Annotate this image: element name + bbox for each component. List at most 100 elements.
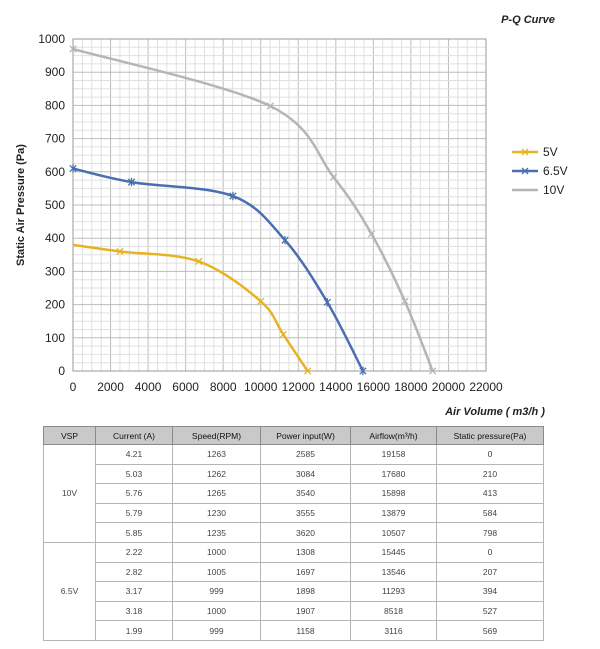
x-tick-label: 2000 [97,380,124,394]
table-row: 6.5V 2.22 1000 1308 15445 0 [43,541,544,641]
vsp-cell: 6.5V [43,541,96,641]
data-point [428,367,437,375]
table-cell: 1263 [172,444,261,465]
table-cell: 584 [436,502,544,524]
y-tick-label: 700 [45,132,65,146]
table-cell: 11293 [350,581,437,602]
table-cell: 3540 [260,483,351,504]
table-cell: 19158 [350,444,437,465]
table-cell: 3620 [260,522,351,543]
y-tick-label: 500 [45,198,65,212]
table-row: 2.82 1005 1697 13546 207 [44,561,544,583]
table-cell: 5.03 [95,463,173,485]
x-tick-label: 16000 [357,380,391,394]
table-row: 5.03 1262 3084 17680 210 [44,463,544,485]
x-tick-label: 20000 [432,380,466,394]
table-cell: 1230 [172,502,261,524]
data-point [367,230,376,238]
table-row: 1.99 999 1158 3116 569 [44,620,544,641]
table-cell: 1697 [260,561,351,583]
data-point [329,173,338,181]
x-tick-label: 14000 [319,380,353,394]
table-cell: 3555 [260,502,351,524]
vsp-cell: 10V [43,444,96,543]
x-tick-label: 12000 [282,380,316,394]
table-cell: 999 [172,581,261,602]
plot-frame [72,38,487,372]
table-cell: 999 [172,620,261,641]
x-tick-label: 0 [70,380,77,394]
table-cell: 569 [436,620,544,641]
y-tick-label: 900 [45,65,65,79]
table-row: 10V 4.21 1263 2585 19158 0 [43,444,544,543]
table-cell: 1308 [260,541,351,563]
y-tick-label: 800 [45,98,65,112]
table-cell: 15898 [350,483,437,504]
series-layer [69,45,437,376]
data-point [401,297,409,305]
table-cell: 13879 [350,502,437,524]
pq-chart: 0 100 200 300 400 500 600 700 800 900 1000 0 2000 40… [15,14,568,418]
x-tick-label: 4000 [135,380,162,394]
table-cell: 798 [436,522,544,543]
table-row: 3.18 1000 1907 8518 527 [44,600,544,622]
table-cell: 207 [436,561,544,583]
chart-svg: 0 100 200 300 400 500 600 700 800 900 1000 0 2000 40… [15,14,568,418]
chart-title: P-Q Curve [501,14,555,26]
table-cell: 3.18 [95,600,173,622]
grid [72,38,487,372]
x-tick-label: 22000 [469,380,503,394]
spec-table: VSP Current (A) Speed(RPM) Power input(W… [43,426,544,641]
data-point [281,235,289,245]
legend-item: 5V [512,145,558,159]
y-tick-label: 300 [45,264,65,278]
header-airflow: Airflow(m³/h) [350,426,437,445]
data-point [229,191,237,201]
table-cell: 2.22 [95,541,173,563]
table-row: 5.85 1235 3620 10507 798 [44,522,544,543]
x-tick-label: 10000 [244,380,278,394]
table-cell: 5.85 [95,522,173,543]
legend-label: 6.5V [543,164,568,178]
legend-item: 6.5V [512,164,568,178]
table-row: 3.17 999 1898 11293 394 [44,581,544,602]
table-cell: 2585 [260,444,351,465]
x-tick-label: 6000 [172,380,199,394]
table-cell: 5.76 [95,483,173,504]
table-cell: 413 [436,483,544,504]
table-cell: 1005 [172,561,261,583]
table-cell: 8518 [350,600,437,622]
data-point [195,257,203,266]
x-tick-labels: 0 2000 4000 6000 8000 10000 12000 14000 16000 180… [70,380,503,394]
table-cell: 394 [436,581,544,602]
legend-item: 10V [512,183,564,197]
x-tick-label: 18000 [394,380,428,394]
series-6-5V [69,164,367,376]
series-10V [69,45,437,375]
data-point [69,164,77,173]
table-cell: 1235 [172,522,261,543]
table-cell: 1000 [172,600,261,622]
table-cell: 3116 [350,620,437,641]
legend: 5V 6.5V 10V [512,145,568,197]
y-tick-label: 600 [45,165,65,179]
y-axis-label: Static Air Pressure (Pa) [15,144,27,266]
table-cell: 5.79 [95,502,173,524]
y-tick-label: 400 [45,231,65,245]
table-cell: 0 [436,541,544,563]
table-cell: 10507 [350,522,437,543]
table-cell: 1.99 [95,620,173,641]
table-row: 5.76 1265 3540 15898 413 [44,483,544,504]
data-point [116,247,124,256]
y-tick-label: 0 [58,364,65,378]
table-cell: 210 [436,463,544,485]
y-tick-label: 1000 [38,32,65,46]
table-cell: 17680 [350,463,437,485]
x-axis-label: Air Volume ( m3/h ) [444,406,545,418]
table-cell: 1265 [172,483,261,504]
table-cell: 1000 [172,541,261,563]
table-cell: 15445 [350,541,437,563]
data-point [279,330,287,339]
data-point [257,297,265,305]
table-cell: 527 [436,600,544,622]
